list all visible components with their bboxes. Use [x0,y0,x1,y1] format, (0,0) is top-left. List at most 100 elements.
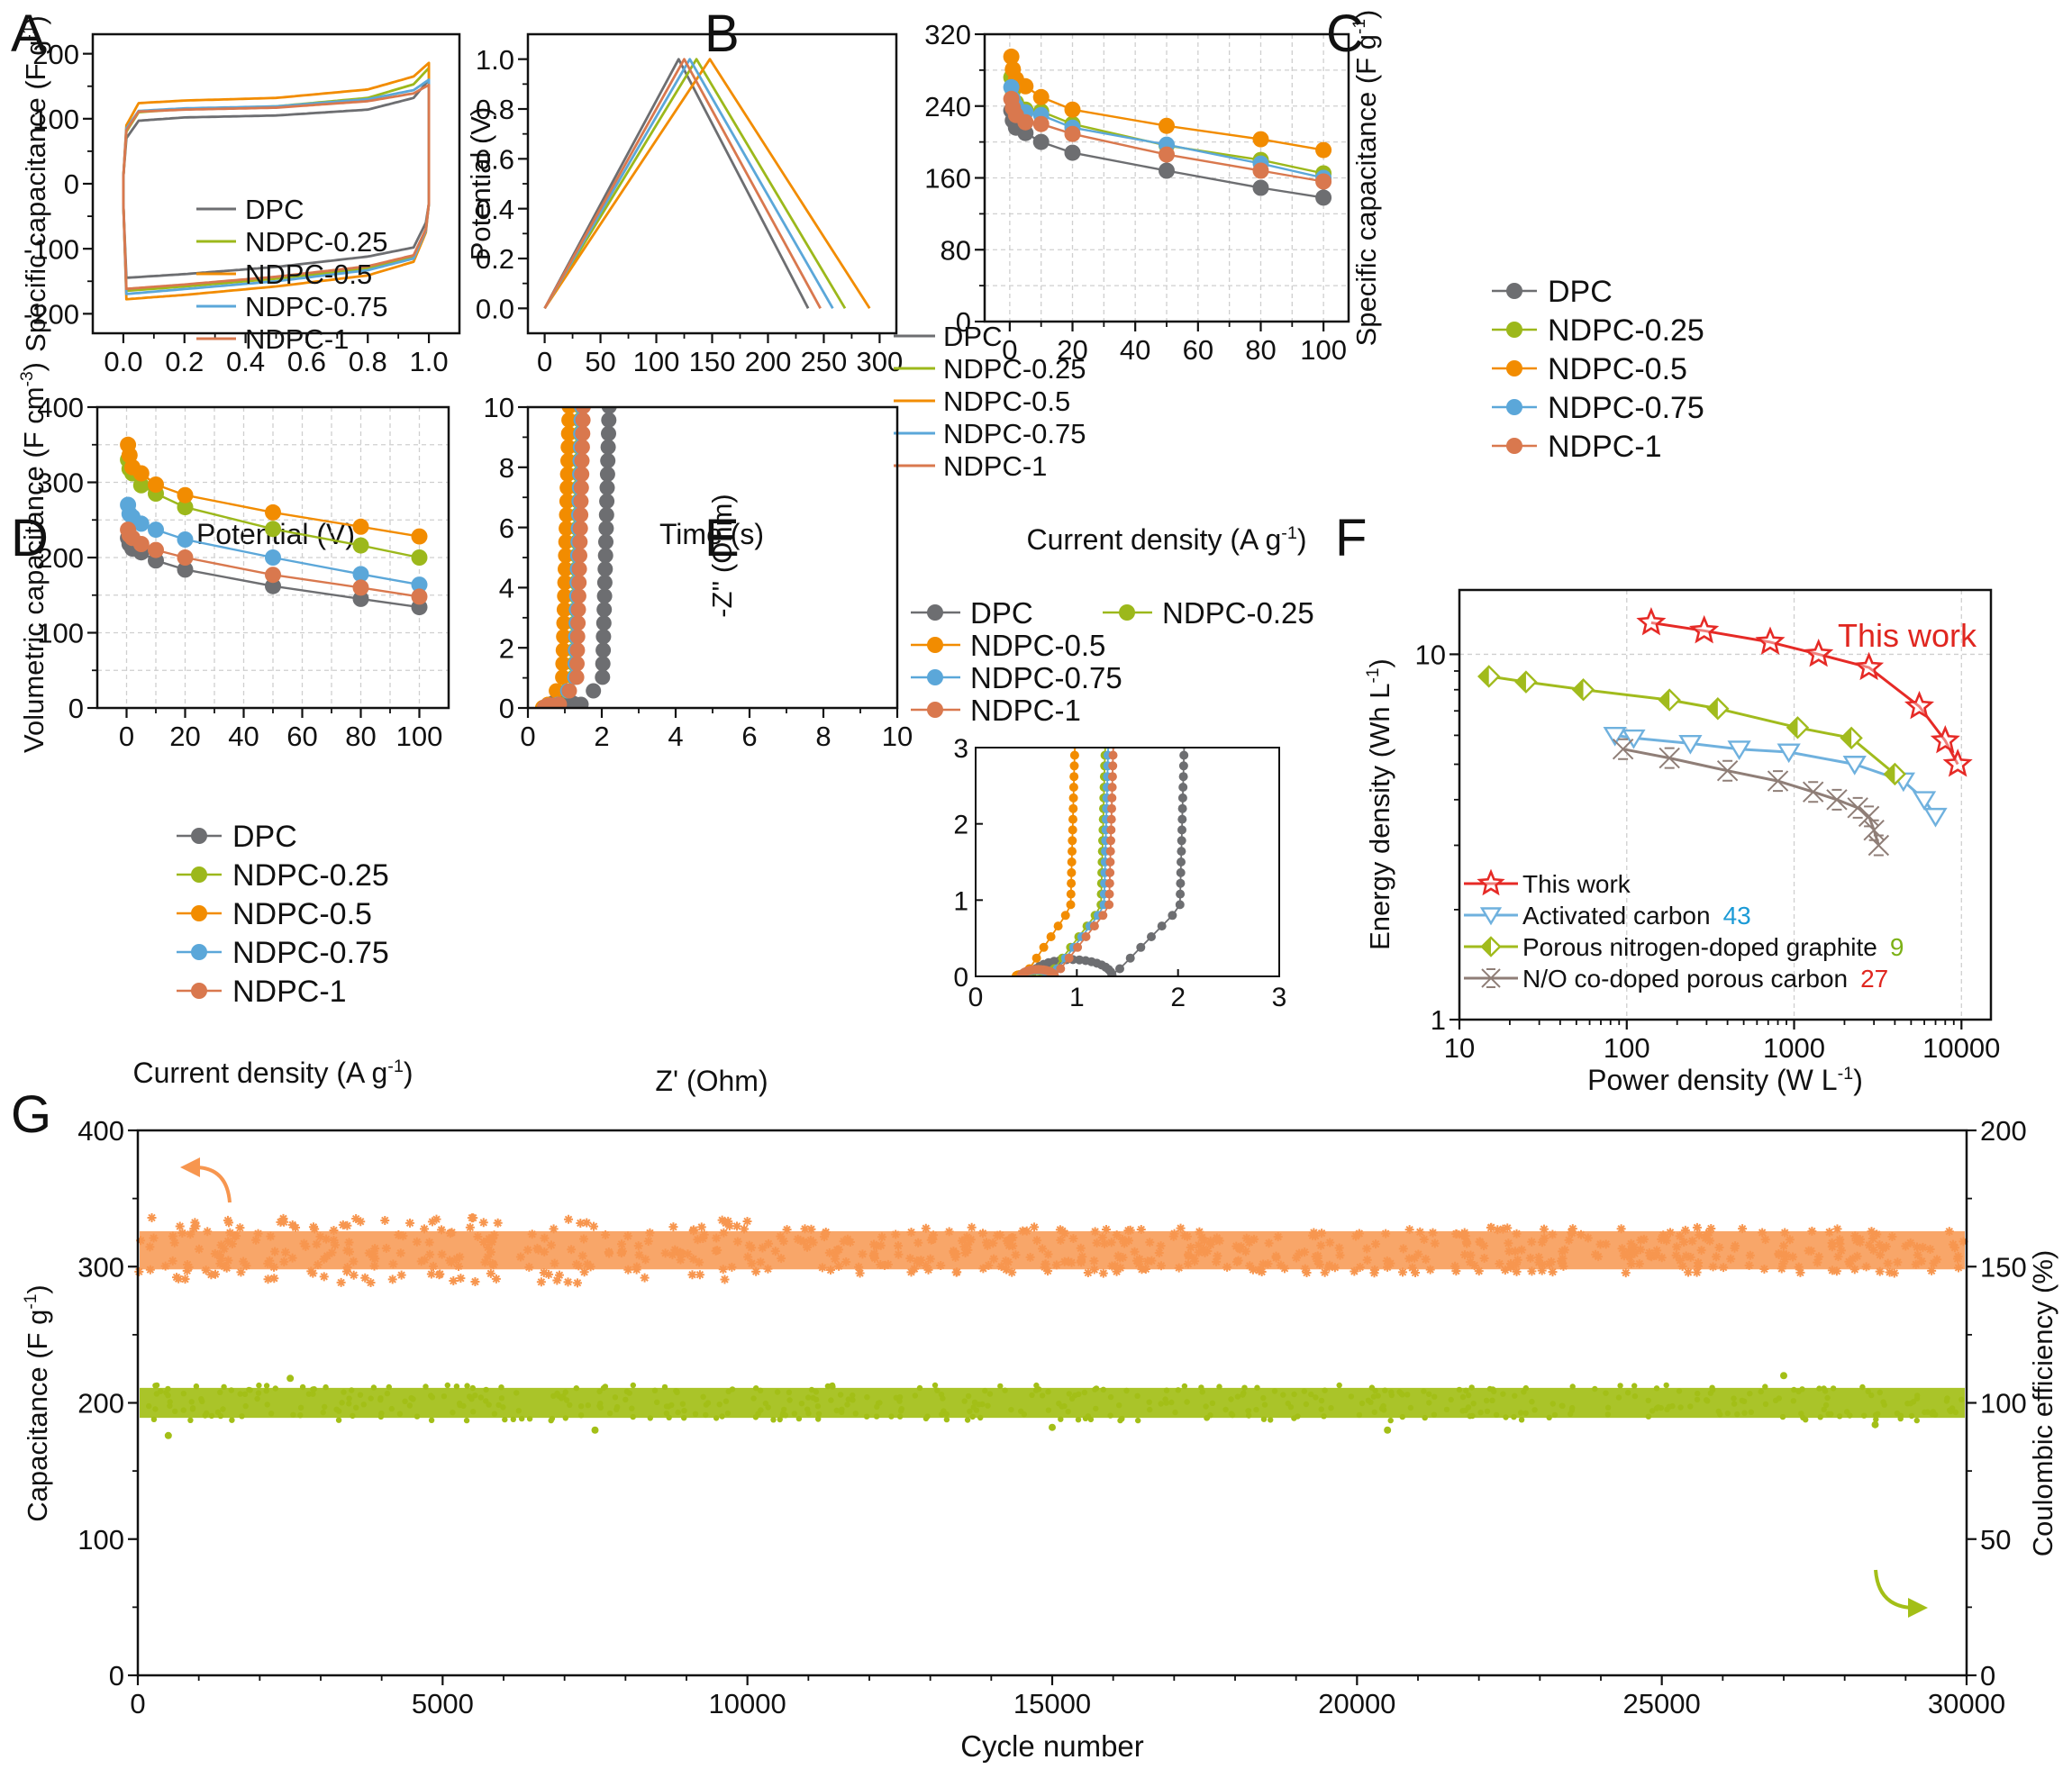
cap-point [831,1248,841,1258]
cap-point [489,1230,499,1240]
cap-point [1311,1252,1321,1262]
y-tick-label: 2 [499,632,514,664]
cap-point [633,1241,643,1251]
y-tick-label: 0 [64,168,79,200]
ce-point [804,1406,811,1412]
inset-point-DPC [1175,900,1185,910]
cap-point [454,1261,464,1271]
nyquist-point-NDPC-0.5 [562,386,577,401]
ce-point [1694,1396,1701,1403]
x-tick-label: 1.0 [410,346,449,377]
cap-point [1369,1268,1379,1278]
cap-point [225,1228,235,1238]
nyquist-point-DPC [597,548,613,564]
cap-point [695,1257,704,1267]
inset-point-DPC [1125,953,1135,963]
cap-point [1316,1240,1326,1250]
cap-point [1263,1259,1273,1269]
inset-point-NDPC-0.5 [1069,750,1079,760]
ce-point [468,1396,475,1402]
ce-point [1199,1389,1205,1395]
ce-point [1135,1417,1141,1424]
cap-point [420,1255,430,1265]
plot-frame [983,32,1350,323]
ce-point [483,1398,489,1404]
triangle-marker [1912,791,1937,812]
cap-point [1693,1261,1703,1271]
ce-point [692,1411,699,1418]
cap-point [805,1235,815,1245]
cap-point [186,1229,195,1239]
cap-point [1675,1231,1685,1241]
cap-point [1398,1267,1408,1277]
cap-point [1785,1235,1795,1245]
gcd-curve-NDPC-0.75 [543,58,834,310]
legend-label: DPC [245,194,304,225]
ce-point [755,1411,761,1417]
nyquist-point-NDPC-0.5 [556,615,572,631]
cap-point [1006,1233,1016,1243]
ce-point [896,1413,904,1420]
ce-point [290,1411,296,1419]
cap-point [1681,1251,1691,1261]
ce-point [1229,1411,1236,1419]
y-axis-label: Capacitance (F g-1) [22,1284,53,1521]
nyquist-point-NDPC-0.5 [558,561,573,577]
plot-frame [1458,588,1993,1021]
cap-point [925,1254,935,1264]
ce-point [782,1412,789,1419]
ce-point [1365,1397,1372,1404]
ce-point [724,1410,732,1417]
inset-point-NDPC-0.5 [1031,953,1041,963]
ce-point [1603,1390,1609,1396]
gcd-curve-DPC [543,58,810,309]
y-tick-label: 1 [1431,1004,1446,1036]
cap-point [1730,1243,1740,1253]
ce-point [850,1397,856,1403]
ce-point [1816,1385,1822,1392]
legend-marker [927,604,943,621]
x-tick-label: 2 [594,721,609,752]
data-point-NDPC-1 [352,579,369,596]
ce-point [502,1416,508,1423]
cap-point [1867,1227,1877,1237]
ce-point [1422,1414,1428,1421]
nyquist-point-DPC [600,453,616,468]
nyquist-point-NDPC-0.5 [561,407,577,414]
ce-point [850,1392,856,1399]
ce-point [423,1383,429,1390]
nyquist-point-DPC [598,507,614,523]
cap-point [216,1240,226,1250]
cap-point [1932,1255,1942,1265]
cap-point [486,1268,495,1278]
ce-point [1163,1387,1170,1393]
ce-point [1209,1400,1216,1407]
cap-point [845,1238,855,1247]
cap-point [1309,1228,1319,1238]
ce-point [386,1383,392,1391]
inset-x-tick-label: 1 [1069,983,1085,1012]
cap-point [1744,1260,1754,1270]
cap-point [717,1215,727,1225]
cap-point [1512,1229,1522,1238]
ce-point [681,1408,687,1414]
ce-outlier [1384,1426,1392,1434]
nyquist-point-DPC [598,534,613,550]
ce-point [1321,1413,1327,1420]
y-axis-label: Specific capacitance (F g-1) [1350,10,1382,347]
ce-point [310,1386,316,1393]
ce-point [597,1404,604,1411]
ce-point [1703,1397,1710,1403]
cap-point [950,1252,960,1262]
cap-point [1835,1235,1845,1245]
cap-point [1807,1226,1817,1236]
ce-point [1908,1412,1915,1420]
inset-point-DPC [1178,783,1188,792]
nyquist-point-DPC [596,588,613,604]
cap-point [1706,1223,1716,1233]
cap-point [1404,1254,1414,1264]
ce-point [255,1390,262,1396]
nyquist-point-NDPC-0.5 [561,412,577,428]
cap-point [677,1248,686,1258]
inset-point-NDPC-1 [1105,867,1115,877]
